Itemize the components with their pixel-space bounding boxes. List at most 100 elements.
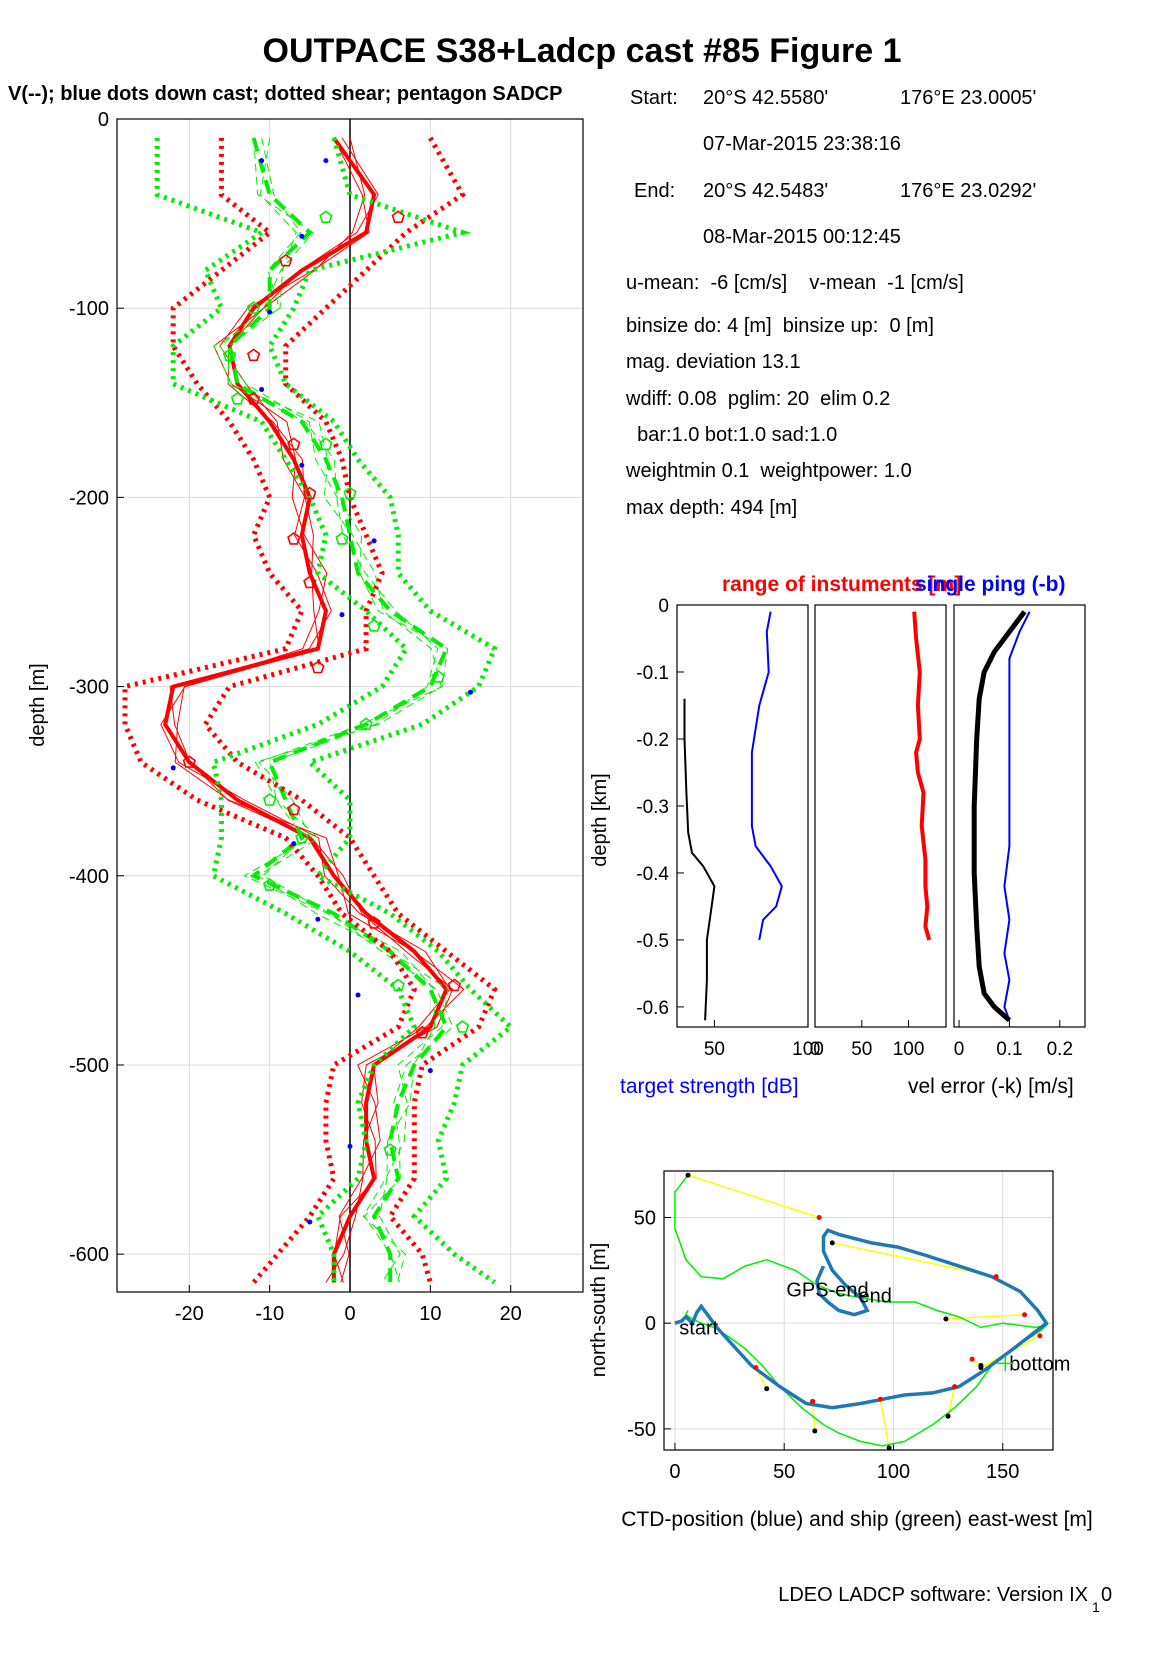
series-u-ensemble [160, 137, 451, 1283]
start-lon: 176°E 23.0005' [900, 87, 1036, 109]
y-tick-label: 0 [98, 109, 109, 131]
ship-match-dot [945, 1413, 951, 1419]
sadcp-pentagon-v [455, 1020, 470, 1033]
ctd-match-dot [993, 1274, 999, 1280]
ctd-match-dot [1037, 1333, 1043, 1339]
x-tick-label: 50 [773, 1461, 795, 1483]
ctd-match-dot [969, 1356, 975, 1362]
range-panel-title: range of instuments [m] [722, 573, 961, 596]
sadcp-pentagon-v [230, 392, 245, 405]
y-axis-label: depth [m] [27, 663, 49, 746]
axes-box [663, 1170, 1054, 1451]
y-tick-label: -100 [69, 298, 109, 320]
ctd-match-dot [753, 1365, 759, 1371]
y-tick-label: 50 [634, 1208, 656, 1230]
start-time: 07-Mar-2015 23:38:16 [703, 133, 901, 155]
ctd-match-dot [1022, 1312, 1028, 1318]
x-tick-label: 100 [792, 1039, 824, 1060]
ship-match-dot [685, 1172, 691, 1178]
series-v-ensemble [227, 137, 454, 1283]
sadcp-pentagon-u [182, 755, 196, 768]
velocity-profile-panel: -20 -10 0 10 200-100-200-300-400-500-600dept… [27, 109, 584, 1325]
y-tick-label: -0.6 [636, 998, 669, 1019]
sadcp-pentagon-u [279, 253, 293, 267]
sadcp-pentagon-v [262, 878, 277, 891]
downcast-dot [259, 387, 265, 393]
vel-error-label: vel error (-k) [m/s] [908, 1075, 1074, 1098]
y-tick-label: -200 [69, 487, 109, 509]
series-v [227, 137, 449, 1283]
software-note-main: LDEO LADCP software: Version IX [778, 1584, 1088, 1606]
sadcp-pentagon-v [319, 437, 333, 451]
series-u-ensemble [169, 137, 454, 1283]
annotation-bottom: bottom [1009, 1353, 1070, 1375]
y-tick-label: -0.5 [636, 931, 669, 952]
info-line: weightmin 0.1 weightpower: 1.0 [625, 460, 912, 482]
ship-match-dot [829, 1240, 835, 1246]
y-tick-label: 0 [645, 1313, 656, 1335]
sadcp-pentagon-u [287, 802, 301, 816]
downcast-dot [315, 916, 321, 922]
sadcp-pentagon-u [447, 978, 462, 992]
downcast-dot [323, 158, 329, 164]
sadcp-pentagon-v [246, 301, 261, 314]
sadcp-pentagon-v [295, 830, 309, 844]
series-range [683, 698, 716, 1021]
ship-match-dot [978, 1365, 984, 1371]
downcast-dot [355, 992, 361, 998]
sadcp-pentagon-v [367, 619, 381, 632]
series-u-shear-hi [202, 136, 498, 1284]
match-line [687, 1174, 820, 1219]
x-tick-label: 10 [419, 1303, 441, 1325]
end-lon: 176°E 23.0292' [900, 180, 1036, 202]
downcast-dot [307, 1219, 313, 1225]
x-tick-label: 0.2 [1047, 1039, 1073, 1060]
x-tick-label: 100 [893, 1039, 925, 1060]
x-tick-label: 0 [954, 1039, 965, 1060]
sadcp-pentagon-v [319, 210, 333, 223]
info-line: binsize do: 4 [m] binsize up: 0 [m] [626, 315, 934, 337]
start-lat: 20°S 42.5580' [703, 87, 828, 109]
sadcp-pentagon-u [415, 1025, 429, 1039]
ship-track [674, 1174, 1049, 1447]
downcast-dot [259, 158, 265, 164]
positions-panel: 0 50 100 150 50 0 -50 north-south [m] CTD-positi… [588, 1170, 1093, 1531]
info-line: bar:1.0 bot:1.0 sad:1.0 [626, 424, 837, 446]
series-v-ensemble [213, 137, 449, 1283]
sadcp-pentagon-v [262, 793, 277, 806]
info-block: Start: 20°S 42.5580' 176°E 23.0005' 07-M… [625, 87, 1036, 519]
info-line: max depth: 494 [m] [626, 497, 797, 519]
ship-match-dot [886, 1445, 892, 1451]
annotation-gps-end: GPS-end [786, 1279, 868, 1301]
x-tick-label: 0.1 [996, 1039, 1022, 1060]
software-note-tail: 0 [1101, 1584, 1112, 1606]
x-tick-label: -10 [255, 1303, 284, 1325]
sadcp-pentagon-u [287, 532, 301, 545]
info-line: wdiff: 0.08 pglim: 20 elim 0.2 [625, 388, 890, 410]
x-tick-label: 0 [344, 1303, 355, 1325]
series-v-shear-hi [266, 137, 515, 1285]
series-target-strength [750, 611, 783, 941]
software-note-sub: 1 [1092, 1599, 1100, 1615]
y-axis-label: depth [km] [589, 773, 611, 866]
y-tick-label: 0 [658, 596, 669, 617]
annotation-end: end [859, 1286, 892, 1308]
sadcp-pentagon-u [367, 916, 381, 929]
axes-box [676, 604, 809, 1028]
downcast-dot [339, 612, 345, 618]
downcast-dot [468, 689, 474, 695]
sadcp-pentagon-u [391, 210, 405, 223]
single-ping-panel: 0 0.1 0.2 [953, 604, 1086, 1060]
sadcp-pentagon-v [343, 486, 357, 500]
info-line: u-mean: -6 [cm/s] v-mean -1 [cm/s] [626, 272, 964, 294]
sadcp-pentagon-u [287, 437, 301, 451]
y-tick-label: -300 [69, 677, 109, 699]
downcast-dot [299, 233, 305, 239]
x-tick-label: -20 [175, 1303, 204, 1325]
ship-match-dot [764, 1386, 770, 1392]
series-vel-error [971, 610, 1027, 1023]
end-lat: 20°S 42.5483' [703, 180, 828, 202]
series-u-ensemble [174, 137, 465, 1283]
y-tick-label: -600 [69, 1244, 109, 1266]
